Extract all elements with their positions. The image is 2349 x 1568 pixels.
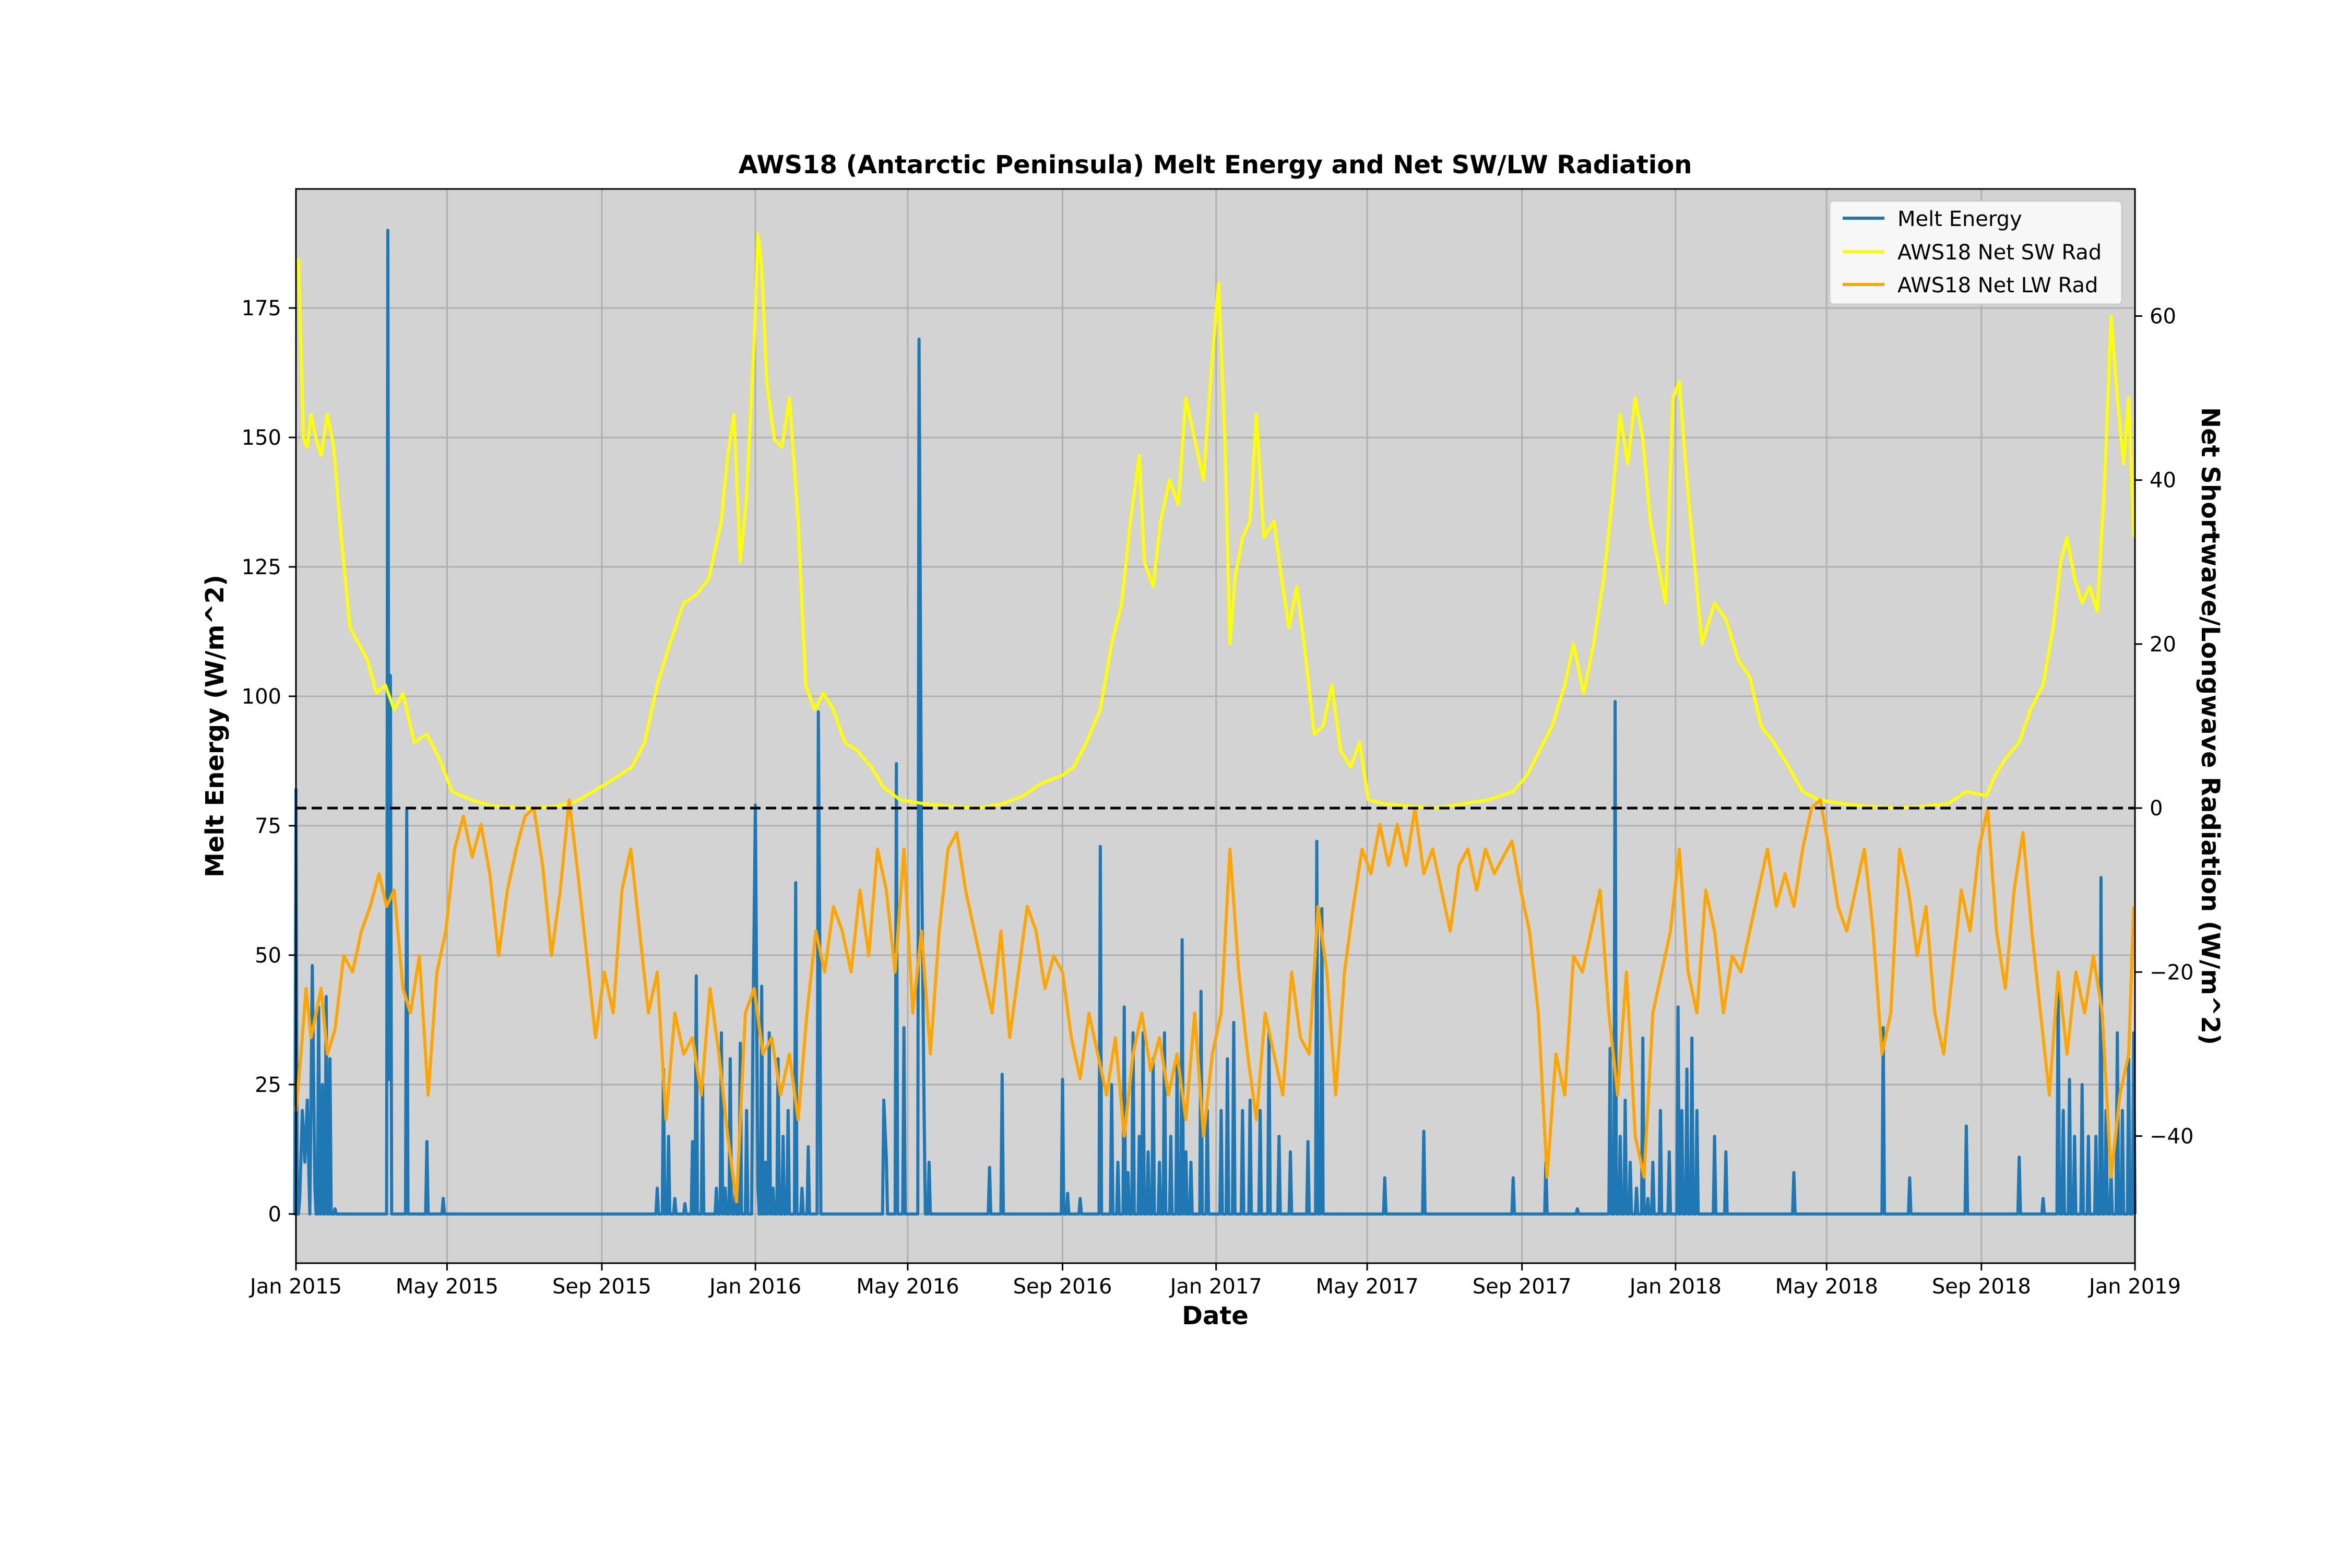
y-axis-left-ticks: 0 25 50 75 100 125 150 175: [242, 296, 296, 1227]
x-tick-label: May 2016: [856, 1275, 959, 1299]
series-net-lw-rad: [294, 798, 2136, 1204]
x-tick-label: Jan 2017: [1169, 1275, 1262, 1299]
y-right-tick-label: 60: [2150, 305, 2176, 329]
y-left-tick-label: 100: [242, 685, 281, 709]
y-right-tick-label: 20: [2150, 633, 2176, 657]
x-tick-label: May 2018: [1775, 1275, 1878, 1299]
y-right-tick-label: −40: [2150, 1124, 2193, 1148]
x-tick-label: Sep 2017: [1473, 1275, 1572, 1299]
x-tick-label: Jan 2016: [708, 1275, 801, 1299]
x-tick-label: Jan 2018: [1628, 1275, 1722, 1299]
y-left-tick-label: 75: [255, 814, 281, 838]
legend-entry-net-lw-rad: AWS18 Net LW Rad: [1843, 274, 2098, 298]
legend-label: AWS18 Net SW Rad: [1897, 241, 2102, 265]
x-tick-label: Sep 2018: [1932, 1275, 2031, 1299]
x-tick-label: Sep 2015: [552, 1275, 651, 1299]
x-tick-label: Jan 2019: [2087, 1275, 2181, 1299]
x-axis-label: Date: [1182, 1301, 1249, 1331]
legend-entry-net-sw-rad: AWS18 Net SW Rad: [1843, 241, 2102, 265]
y-left-tick-label: 175: [242, 296, 281, 320]
y-right-tick-label: 0: [2150, 797, 2163, 821]
x-axis-ticks: Jan 2015 May 2015 Sep 2015 Jan 2016 May 2016…: [248, 1263, 2181, 1299]
x-tick-label: Jan 2015: [248, 1275, 342, 1299]
x-tick-label: Sep 2016: [1013, 1275, 1112, 1299]
legend-label: AWS18 Net LW Rad: [1897, 274, 2098, 298]
y-axis-left-label: Melt Energy (W/m^2): [200, 575, 230, 877]
series-melt-energy: [293, 229, 2137, 1216]
y-left-tick-label: 125: [242, 555, 281, 579]
y-left-tick-label: 50: [255, 944, 281, 968]
chart-title: AWS18 (Antarctic Peninsula) Melt Energy …: [739, 150, 1692, 180]
legend: Melt Energy AWS18 Net SW Rad AWS18 Net L…: [1829, 200, 2123, 305]
y-left-tick-label: 25: [255, 1073, 281, 1097]
legend-label: Melt Energy: [1897, 207, 2022, 231]
net-sw-rad-line: [296, 232, 2136, 810]
legend-box: [1829, 200, 2123, 305]
y-left-tick-label: 0: [268, 1203, 281, 1227]
net-lw-rad-line: [294, 798, 2136, 1204]
y-axis-right-label: Net Shortwave/Longwave Radiation (W/m^2): [2196, 407, 2225, 1045]
grid: [295, 189, 2136, 1263]
y-right-tick-label: 40: [2150, 469, 2176, 493]
legend-entry-melt-energy: Melt Energy: [1843, 207, 2022, 231]
melt-energy-line: [293, 229, 2137, 1216]
x-tick-label: May 2017: [1315, 1275, 1418, 1299]
y-left-tick-label: 150: [242, 426, 281, 450]
y-right-tick-label: −20: [2150, 960, 2193, 984]
x-tick-label: May 2015: [396, 1275, 499, 1299]
series-net-sw-rad: [296, 232, 2136, 810]
y-axis-right-ticks: −40 −20 0 20 40 60: [2135, 305, 2193, 1148]
